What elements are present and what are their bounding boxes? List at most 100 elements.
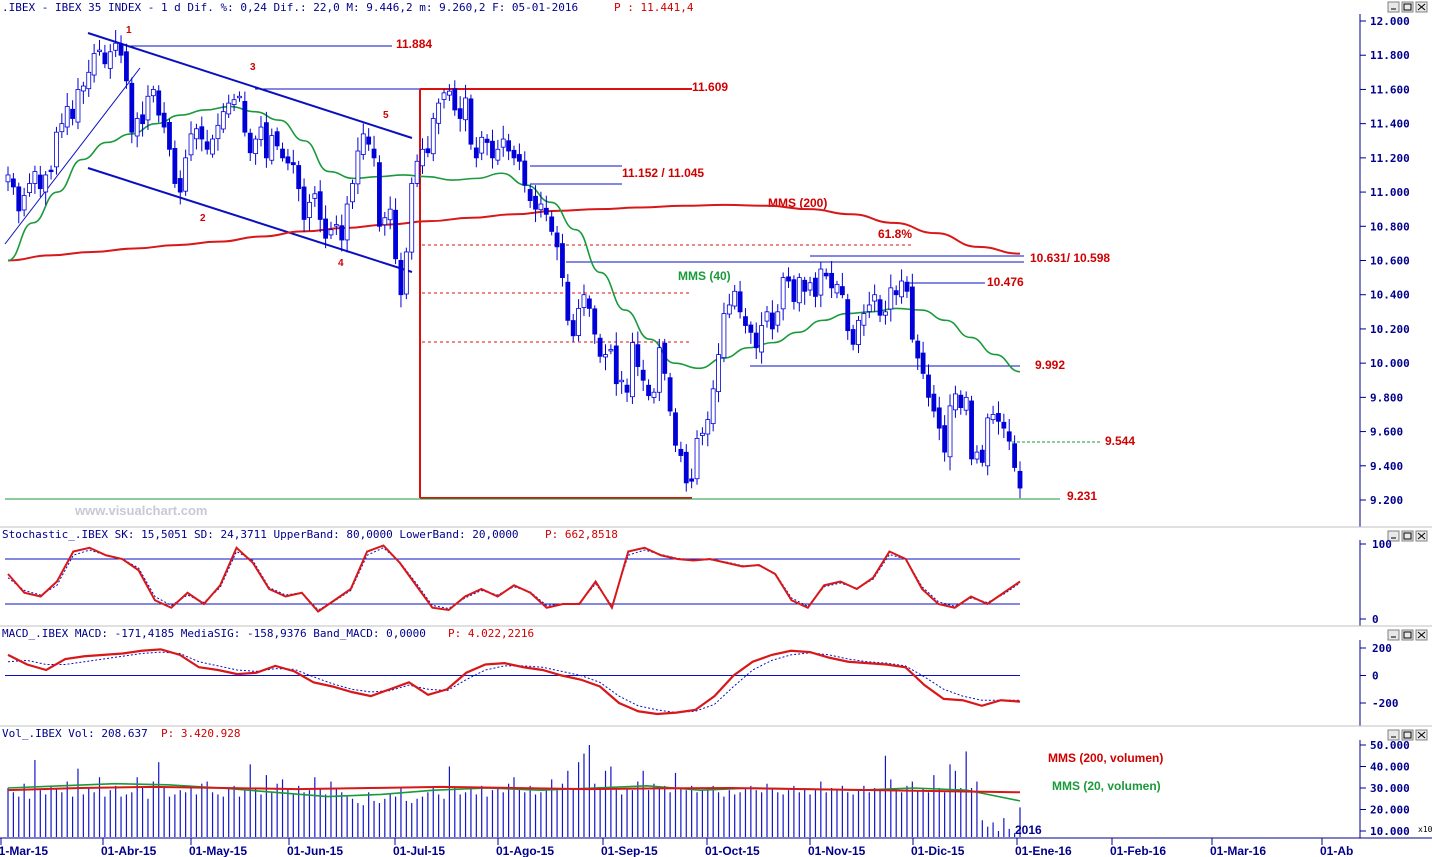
- candle-body: [619, 379, 625, 383]
- vol-tick-label: 50.000: [1370, 739, 1410, 752]
- candle-body: [856, 319, 861, 345]
- candle-body: [990, 414, 996, 421]
- date-tick-label: 01-Oct-15: [705, 844, 760, 857]
- candle-body: [134, 118, 140, 137]
- candle-body: [689, 478, 695, 482]
- candle-body: [748, 324, 754, 333]
- macd-close-button[interactable]: [1415, 629, 1428, 641]
- stoch-close-button[interactable]: [1415, 530, 1428, 542]
- vol-close-button[interactable]: [1415, 729, 1428, 741]
- candle-body: [958, 394, 964, 409]
- candle-body: [522, 160, 528, 186]
- vol-maximize-button[interactable]: [1401, 729, 1414, 741]
- candle-body: [866, 304, 872, 312]
- candle-body: [500, 138, 506, 148]
- candle-body: [683, 451, 689, 484]
- stoch-maximize-button[interactable]: [1401, 530, 1414, 542]
- candle-body: [554, 232, 560, 248]
- candle-body: [753, 332, 759, 349]
- candle-body: [161, 112, 167, 128]
- candle-body: [307, 201, 312, 219]
- candle-body: [473, 147, 479, 159]
- candle-body: [70, 108, 75, 119]
- candle-body: [16, 186, 22, 212]
- candle-body: [366, 136, 372, 145]
- candle-body: [317, 191, 323, 220]
- macd-panel-header: MACD_.IBEX MACD: -171,4185 MediaSIG: -15…: [2, 627, 534, 640]
- stoch-window-buttons: [1387, 530, 1428, 542]
- candle-body: [231, 99, 237, 105]
- candle-body: [484, 138, 490, 143]
- main-window-buttons: [1387, 1, 1428, 13]
- candle-body: [285, 156, 291, 164]
- candle-body: [936, 407, 942, 429]
- candle-body: [613, 345, 619, 385]
- candle-body: [274, 131, 280, 147]
- candle-body: [969, 400, 974, 460]
- macd-minimize-button[interactable]: [1387, 629, 1400, 641]
- candle-body: [393, 209, 398, 260]
- date-tick-label: 01-Sep-15: [601, 844, 658, 857]
- candle-body: [167, 121, 172, 150]
- candle-body: [156, 90, 162, 116]
- stoch-sd-line: [7, 547, 1021, 611]
- volume-panel: 50.000 40.000 30.000 20.000 10.000: [7, 739, 1410, 838]
- candle-body: [624, 384, 630, 393]
- candle-body: [673, 412, 678, 446]
- price-tick-label: 10.600: [1370, 255, 1410, 268]
- level-label-10476: 10.476: [987, 275, 1024, 289]
- stoch-tick-label: 0: [1372, 613, 1379, 626]
- vol-minimize-button[interactable]: [1387, 729, 1400, 741]
- candle-body: [97, 49, 102, 52]
- candle-body: [899, 280, 904, 298]
- candle-body: [447, 90, 452, 96]
- price-tick-label: 9.200: [1370, 494, 1403, 507]
- fib-618-label: 61.8%: [878, 227, 912, 241]
- candle-body: [974, 451, 980, 460]
- date-tick-label: 01-Nov-15: [808, 844, 866, 857]
- price-tick-label: 11.800: [1370, 49, 1410, 62]
- candle-body: [565, 281, 571, 321]
- candle-body: [21, 195, 27, 211]
- level-label-9231: 9.231: [1067, 489, 1097, 503]
- close-button[interactable]: [1415, 1, 1428, 13]
- candle-body: [382, 217, 388, 226]
- candle-body: [414, 160, 420, 184]
- stoch-header-price: P: 662,8518: [545, 528, 618, 541]
- maximize-button[interactable]: [1401, 1, 1414, 13]
- candle-body: [463, 97, 468, 121]
- price-tick-label: 9.400: [1370, 460, 1403, 473]
- macd-maximize-button[interactable]: [1401, 629, 1414, 641]
- level-label-9992: 9.992: [1035, 358, 1065, 372]
- candle-body: [280, 148, 285, 159]
- candle-body: [441, 92, 447, 100]
- vol-panel-header: Vol_.IBEX Vol: 208.637 P: 3.420.928: [2, 727, 240, 740]
- candle-body: [430, 118, 436, 155]
- candle-body: [533, 195, 538, 210]
- price-tick-label: 10.800: [1370, 220, 1410, 233]
- candle-body: [269, 135, 275, 161]
- candle-body: [635, 344, 641, 367]
- candle-body: [398, 259, 404, 296]
- level-labels: 11.884 11.609 11.152 / 11.045 10.631/ 10…: [74, 25, 1135, 518]
- candle-body: [716, 354, 721, 393]
- minimize-button[interactable]: [1387, 1, 1400, 13]
- date-tick-label: 01-Mar-15: [0, 844, 48, 857]
- candle-body: [27, 183, 32, 194]
- candle-body: [140, 114, 145, 125]
- vol-sma200-line: [7, 785, 1021, 794]
- candle-body: [953, 393, 958, 411]
- candle-body: [769, 312, 775, 330]
- candle-body: [678, 448, 684, 456]
- candle-body: [780, 277, 786, 310]
- wave-label-3: 3: [250, 62, 256, 73]
- price-axis: 12.000 11.800 11.600 11.400 11.200 11.000 10.8…: [1360, 15, 1410, 507]
- candle-body: [37, 174, 43, 190]
- stochastic-panel: 100 0: [5, 538, 1392, 626]
- date-tick-label: 01-Ab: [1320, 844, 1353, 857]
- macd-line: [7, 648, 1021, 716]
- level-label-11152-11045: 11.152 / 11.045: [622, 166, 704, 180]
- candle-body: [80, 85, 86, 92]
- stoch-minimize-button[interactable]: [1387, 530, 1400, 542]
- vol-tick-label: 20.000: [1370, 804, 1410, 817]
